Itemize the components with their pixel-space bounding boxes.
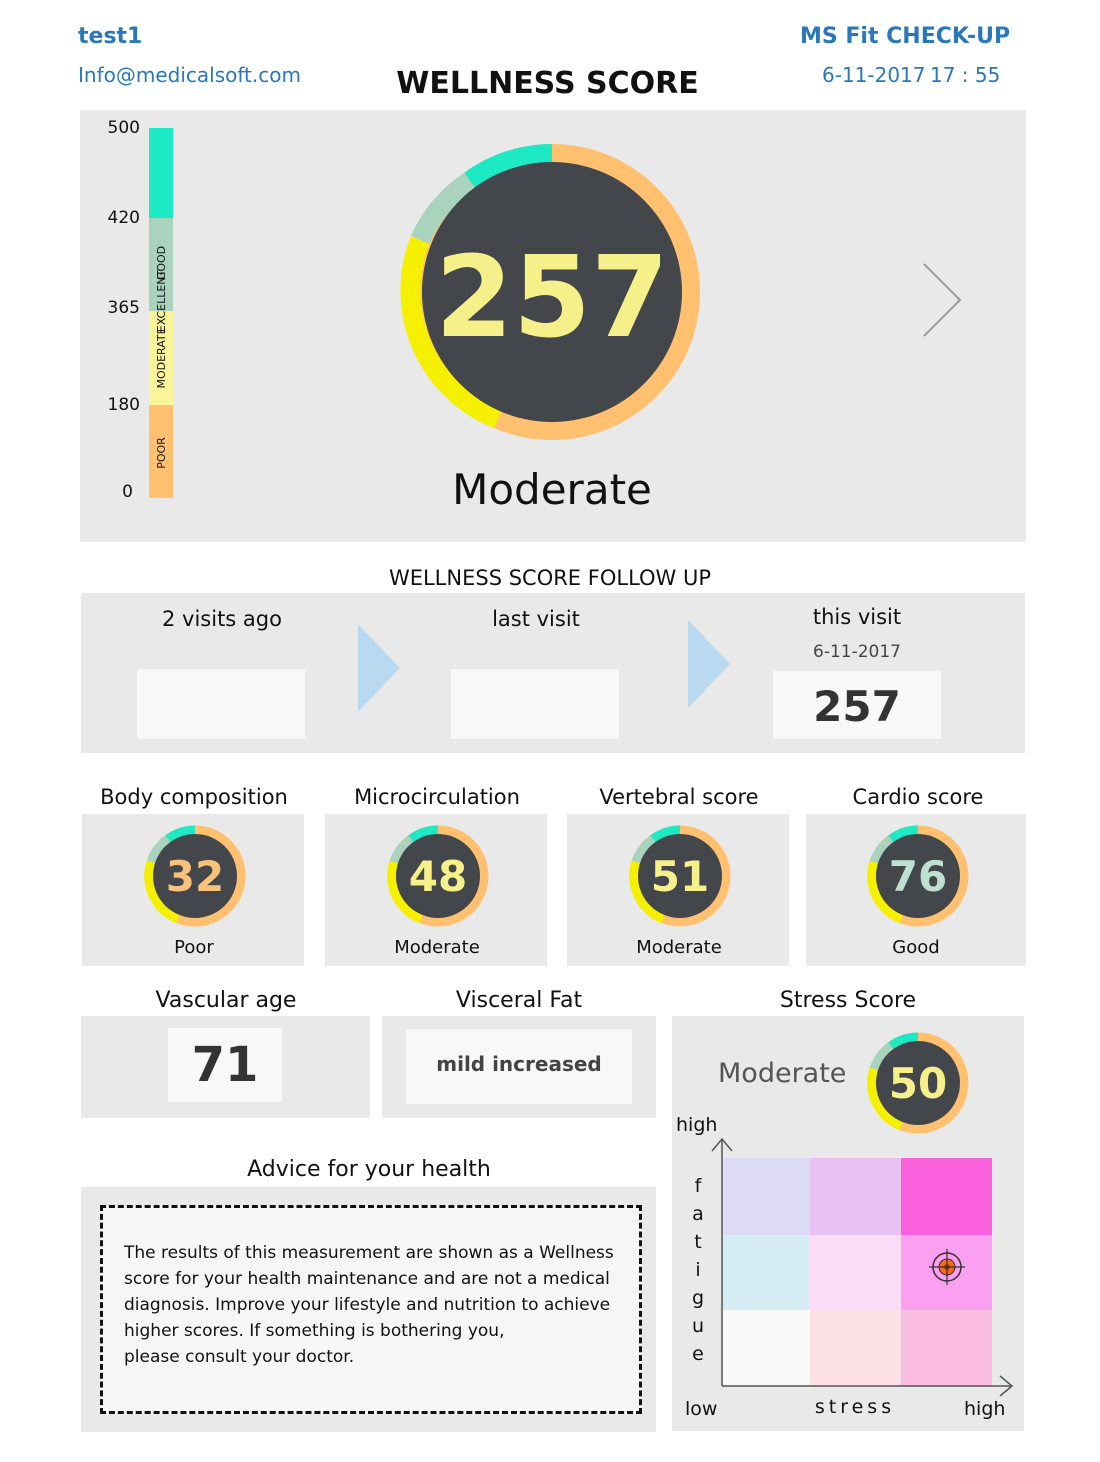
last-visit-value [451, 669, 619, 739]
user-name: test1 [78, 24, 143, 49]
two-visits-ago-label: 2 visits ago [162, 607, 282, 631]
report-date: 6-11-2017 [822, 63, 926, 87]
cardio-dial: 76 [867, 825, 969, 927]
visceral-fat-value: mild increased [406, 1029, 632, 1104]
advice-text: The results of this measurement are show… [124, 1240, 614, 1370]
matrix-y-axis-letter: e [692, 1343, 704, 1365]
body-composition-dial: 32 [144, 825, 246, 927]
band-poor [149, 405, 173, 498]
band-excellent [149, 128, 173, 218]
sub-score-rating: Good [892, 937, 940, 958]
stress-fatigue-matrix [711, 1137, 1014, 1397]
this-visit-value: 257 [773, 671, 941, 739]
two-visits-ago-value [137, 669, 305, 739]
scale-tick: 500 [107, 118, 140, 138]
sub-score-title: Microcirculation [354, 785, 520, 809]
microcirculation-dial: 48 [387, 825, 489, 927]
matrix-cell [810, 1310, 901, 1386]
page-title: WELLNESS SCORE [396, 66, 699, 101]
matrix-y-high-label: high [676, 1114, 718, 1136]
band-label-moderate: MODERATE [155, 327, 168, 388]
play-arrow-icon [688, 620, 730, 708]
matrix-x-axis-label: stress [814, 1396, 896, 1418]
email-link[interactable]: Info@medicalsoft.com [78, 63, 301, 87]
this-visit-date: 6-11-2017 [813, 642, 901, 662]
matrix-cell [810, 1235, 901, 1310]
microcirculation-value: 48 [409, 852, 467, 901]
report-time: 17 : 55 [930, 63, 1001, 87]
matrix-y-axis-letter: g [691, 1287, 705, 1309]
app-name: MS Fit CHECK-UP [800, 24, 1011, 49]
sub-score-rating: Moderate [636, 937, 722, 958]
advice-line: The results of this measurement are show… [124, 1243, 614, 1263]
band-label-good: GOOD [155, 246, 168, 280]
last-visit-label: last visit [492, 607, 580, 631]
visceral-fat-title: Visceral Fat [455, 988, 583, 1013]
stress-rating: Moderate [718, 1058, 847, 1089]
stress-title: Stress Score [779, 988, 917, 1013]
cardio-value: 76 [889, 852, 947, 901]
sub-score-title: Cardio score [852, 785, 984, 809]
matrix-cell [810, 1158, 901, 1235]
vascular-age-value: 71 [168, 1028, 282, 1102]
matrix-x-low-label: low [685, 1398, 718, 1420]
advice-line: higher scores. If something is bothering… [124, 1321, 505, 1341]
matrix-cell [901, 1310, 992, 1386]
matrix-cell [722, 1158, 810, 1235]
sub-score-title: Vertebral score [599, 785, 759, 809]
advice-line: diagnosis. Improve your lifestyle and nu… [124, 1295, 611, 1315]
follow-up-title: WELLNESS SCORE FOLLOW UP [388, 566, 712, 590]
matrix-y-axis-letter: i [695, 1259, 701, 1281]
vascular-age-title: Vascular age [155, 988, 297, 1013]
advice-title: Advice for your health [247, 1157, 491, 1182]
sub-score-rating: Poor [174, 937, 214, 958]
matrix-y-axis-letter: a [692, 1203, 704, 1225]
scale-tick: 365 [107, 298, 140, 318]
this-visit-label: this visit [812, 605, 902, 629]
advice-line: please consult your doctor. [124, 1347, 355, 1367]
wellness-rating: Moderate [452, 465, 652, 514]
scale-band-labels: EXCELLENT GOOD MODERATE POOR [155, 246, 168, 469]
scale-tick: 180 [107, 395, 140, 415]
scale-tick: 0 [122, 482, 133, 502]
matrix-x-high-label: high [964, 1398, 1006, 1420]
sub-score-title: Body composition [100, 785, 288, 809]
matrix-cell [722, 1235, 810, 1310]
matrix-cell [901, 1158, 992, 1235]
matrix-y-axis-letter: f [694, 1175, 702, 1197]
vertebral-dial: 51 [629, 825, 731, 927]
matrix-cell [722, 1310, 810, 1386]
play-arrow-icon [358, 624, 400, 712]
stress-dial: 50 [867, 1032, 969, 1134]
band-moderate [149, 311, 173, 405]
wellness-score-value: 257 [435, 233, 669, 363]
advice-box [100, 1205, 642, 1414]
band-good [149, 218, 173, 311]
wellness-dial: 257 [400, 144, 700, 440]
target-icon [929, 1249, 965, 1285]
vertebral-value: 51 [651, 852, 709, 901]
chevron-right-icon[interactable] [920, 262, 964, 338]
matrix-y-axis-letter: u [691, 1315, 705, 1337]
matrix-y-axis-letter: t [694, 1231, 702, 1253]
sub-score-rating: Moderate [394, 937, 480, 958]
stress-value: 50 [889, 1059, 947, 1108]
band-label-poor: POOR [155, 437, 168, 469]
scale-tick: 420 [107, 208, 140, 228]
advice-line: score for your health maintenance and ar… [124, 1269, 610, 1289]
band-label-excellent: EXCELLENT [155, 269, 168, 332]
body-composition-value: 32 [166, 852, 224, 901]
